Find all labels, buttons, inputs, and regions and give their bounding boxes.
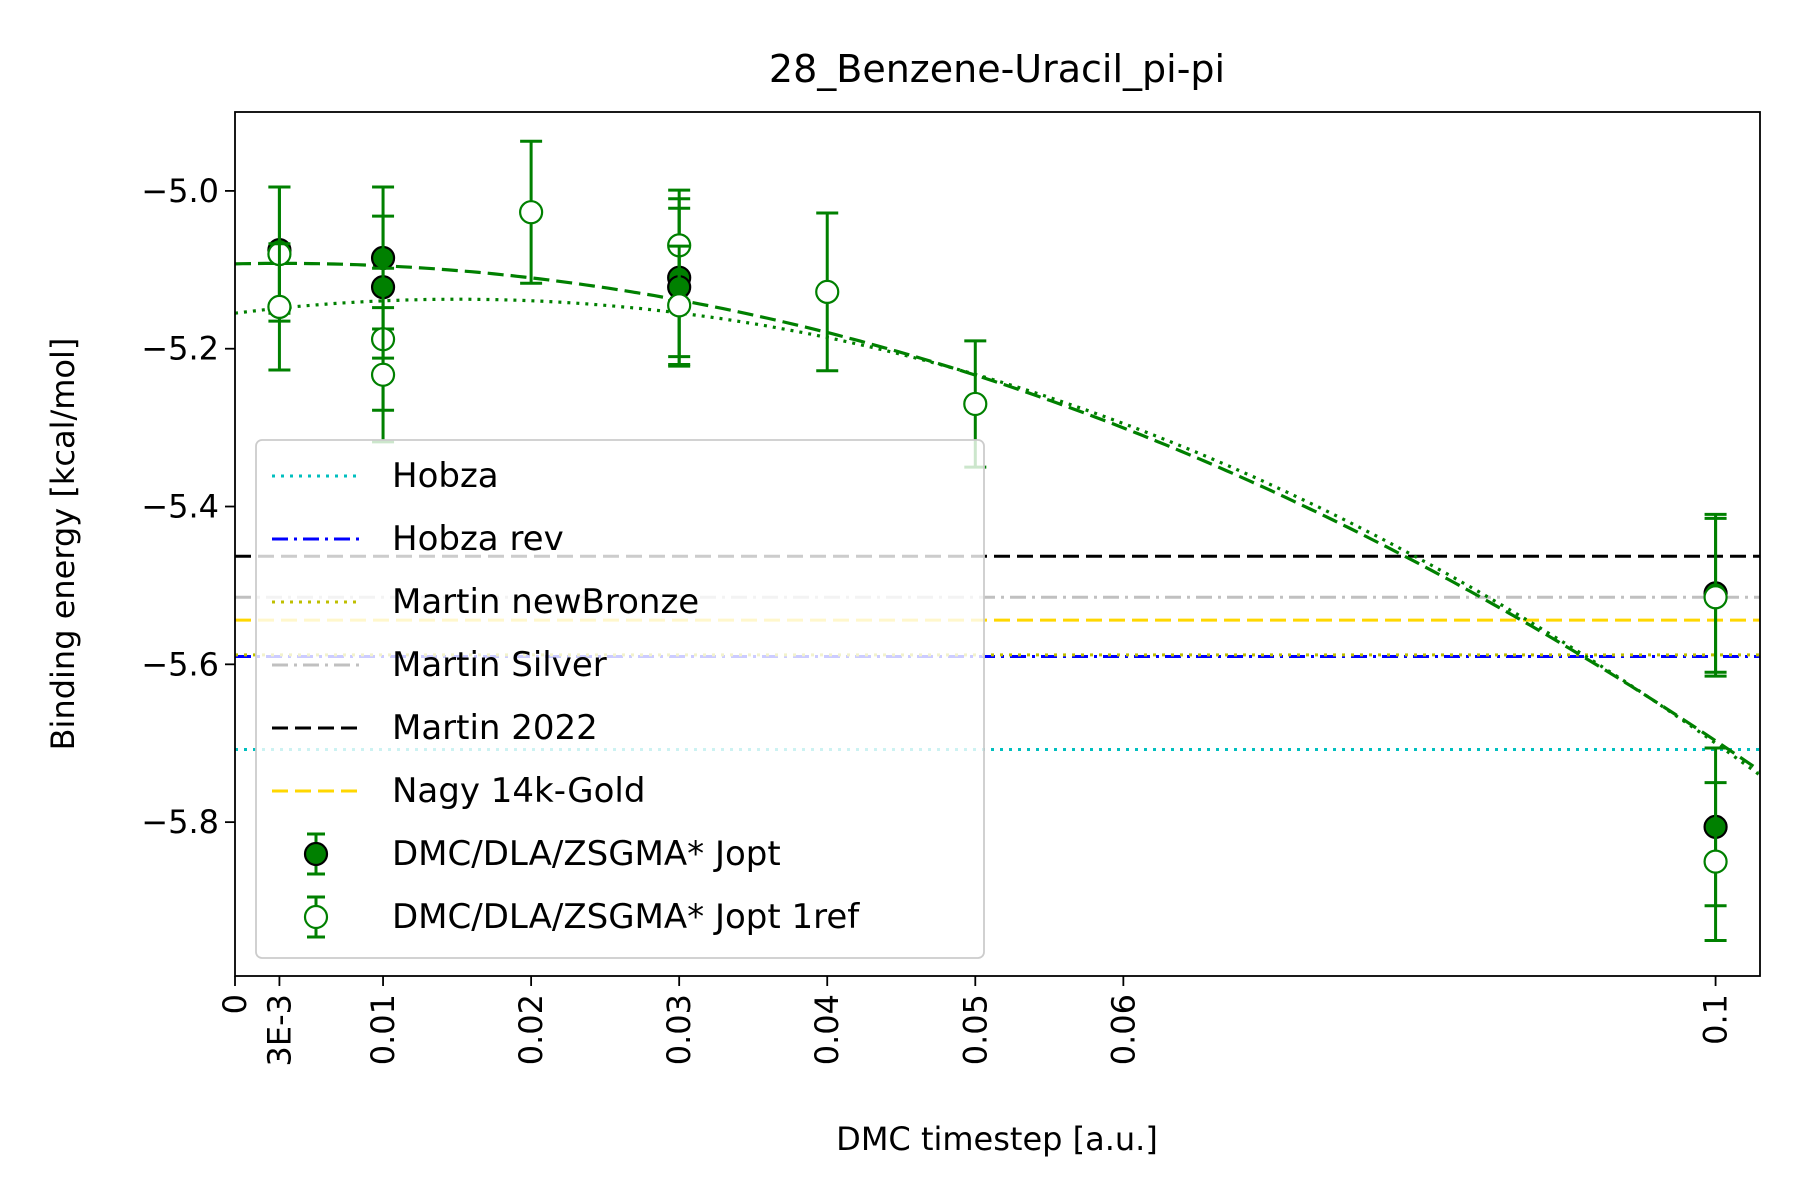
legend-label: Hobza rev <box>392 519 564 559</box>
legend-swatch-marker <box>303 904 329 930</box>
data-point <box>1703 849 1728 874</box>
legend-label: Martin newBronze <box>392 582 699 622</box>
fit-curve <box>235 261 1760 773</box>
x-tick-label: 0.04 <box>808 994 846 1065</box>
legend-label: DMC/DLA/ZSGMA* Jopt <box>392 834 781 874</box>
y-axis-label: Binding energy [kcal/mol] <box>44 338 82 751</box>
x-axis: 0 3E-3 0.01 0.02 0.03 0.04 0.05 0.06 0.1 <box>216 976 1735 1066</box>
x-axis-label: DMC timestep [a.u.] <box>836 1120 1158 1158</box>
legend: Hobza Hobza rev Martin newBronze Martin Sil… <box>255 439 985 959</box>
fit-curves <box>235 261 1760 777</box>
x-tick-label: 0.05 <box>956 994 994 1065</box>
y-tick-label: −5.4 <box>141 488 219 526</box>
x-tick-label: 0 <box>216 994 254 1014</box>
data-point <box>1703 585 1728 610</box>
legend-label: DMC/DLA/ZSGMA* Jopt 1ref <box>392 897 860 937</box>
x-tick-label: 0.06 <box>1104 994 1142 1065</box>
data-point <box>370 362 396 387</box>
x-tick-label: 0.1 <box>1697 994 1735 1045</box>
data-point <box>519 200 544 225</box>
data-point <box>267 294 292 319</box>
x-tick-label: 3E-3 <box>260 994 298 1066</box>
fit-curve <box>235 297 1760 777</box>
data-point <box>815 279 840 305</box>
data-points <box>267 139 1728 942</box>
data-point <box>963 391 988 417</box>
y-axis: −5.0 −5.2 −5.4 −5.6 −5.8 <box>141 172 235 841</box>
legend-label: Martin 2022 <box>392 708 598 748</box>
legend-label: Martin Silver <box>392 645 607 685</box>
legend-label: Hobza <box>392 456 499 496</box>
y-tick-label: −5.8 <box>141 803 219 841</box>
legend-label: Nagy 14k-Gold <box>392 771 645 811</box>
plot-frame <box>234 111 1761 977</box>
legend-box <box>255 439 985 959</box>
x-tick-label: 0.03 <box>660 994 698 1065</box>
chart-title: 28_Benzene-Uracil_pi-pi <box>769 47 1225 91</box>
legend-swatch-marker <box>303 841 329 867</box>
x-tick-label: 0.02 <box>512 994 550 1065</box>
x-tick-label: 0.01 <box>364 994 402 1065</box>
y-tick-label: −5.6 <box>141 645 219 683</box>
data-point <box>667 293 692 318</box>
y-tick-label: −5.0 <box>141 172 219 210</box>
y-tick-label: −5.2 <box>141 330 219 368</box>
